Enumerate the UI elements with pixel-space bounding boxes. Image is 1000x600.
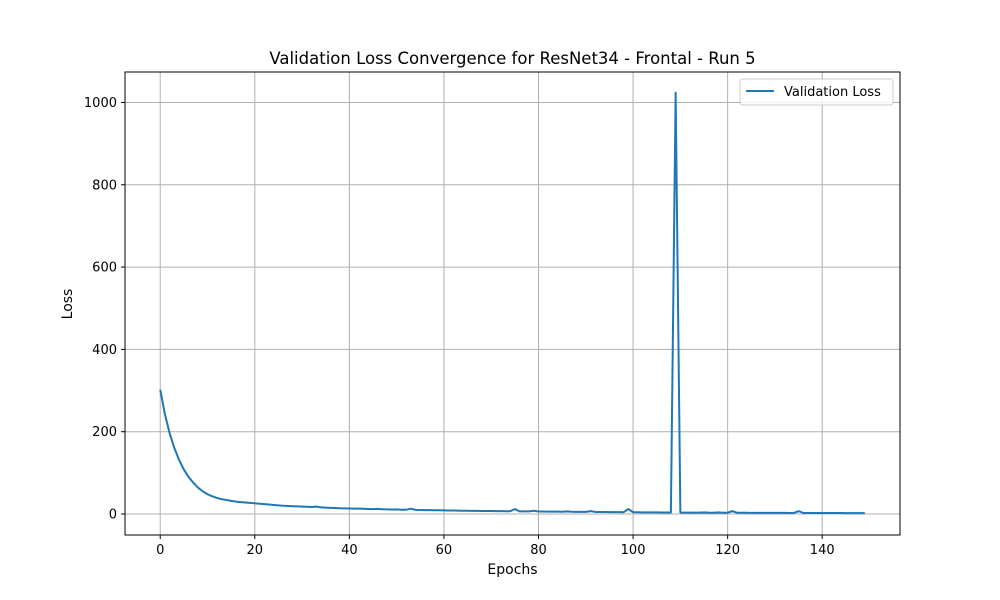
x-axis: 0 20 40 60 80 100 120 140 (156, 535, 835, 558)
series-line-validation-loss (159, 91, 865, 515)
y-tick-label: 800 (92, 178, 117, 193)
x-tick-label: 120 (715, 543, 740, 558)
y-tick-label: 600 (92, 261, 117, 276)
y-tick-label: 400 (92, 343, 117, 358)
chart-title: Validation Loss Convergence for ResNet34… (269, 49, 755, 68)
x-tick-label: 100 (621, 543, 646, 558)
plot-background (125, 72, 900, 535)
x-tick-label: 40 (341, 543, 358, 558)
y-tick-label: 1000 (84, 96, 117, 111)
legend-box (739, 78, 894, 106)
plot-frame (124, 71, 901, 536)
x-tick-label: 80 (530, 543, 547, 558)
x-tick-label: 0 (156, 543, 164, 558)
y-axis-label: Loss (60, 289, 76, 320)
x-axis-label: Epochs (487, 562, 537, 578)
y-tick-label: 200 (92, 425, 117, 440)
series-lines (159, 91, 865, 515)
x-tick-label: 20 (247, 543, 264, 558)
x-tick-label: 140 (810, 543, 835, 558)
x-tick-label: 60 (436, 543, 453, 558)
y-axis: 0 200 400 600 800 1000 (84, 96, 125, 523)
legend: Validation Loss (739, 78, 894, 106)
legend-label: Validation Loss (784, 85, 881, 100)
y-tick-label: 0 (109, 508, 117, 523)
